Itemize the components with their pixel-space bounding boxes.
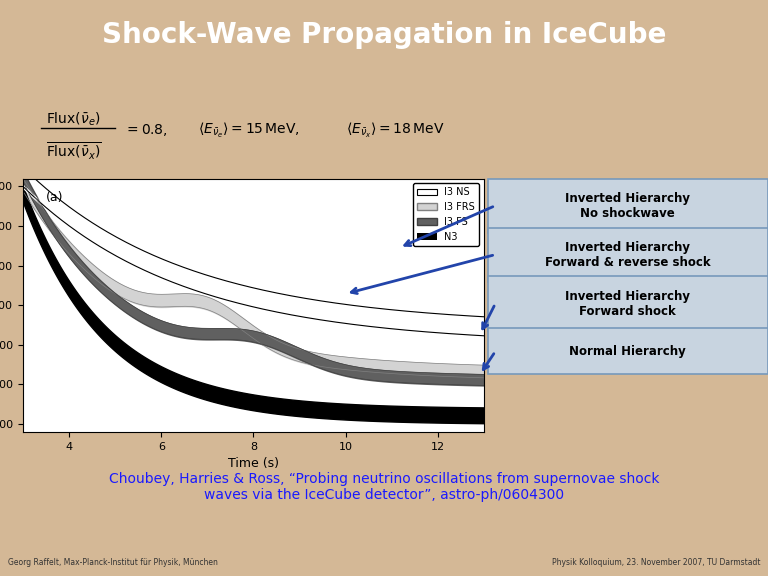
Legend: I3 NS, I3 FRS, I3 FS, N3: I3 NS, I3 FRS, I3 FS, N3 xyxy=(413,183,479,246)
Text: (a): (a) xyxy=(46,191,64,204)
X-axis label: Time (s): Time (s) xyxy=(228,457,279,470)
Text: $= 0.8,$: $= 0.8,$ xyxy=(124,123,168,138)
Text: Physik Kolloquium, 23. November 2007, TU Darmstadt: Physik Kolloquium, 23. November 2007, TU… xyxy=(552,558,760,567)
Text: $\mathrm{Flux}(\bar{\nu}_e)$: $\mathrm{Flux}(\bar{\nu}_e)$ xyxy=(46,111,101,128)
Text: Georg Raffelt, Max-Planck-Institut für Physik, München: Georg Raffelt, Max-Planck-Institut für P… xyxy=(8,558,217,567)
Text: Shock-Wave Propagation in IceCube: Shock-Wave Propagation in IceCube xyxy=(102,21,666,48)
Text: Normal Hierarchy: Normal Hierarchy xyxy=(569,345,687,358)
Text: Inverted Hierarchy
No shockwave: Inverted Hierarchy No shockwave xyxy=(565,192,690,220)
FancyBboxPatch shape xyxy=(488,179,768,233)
FancyBboxPatch shape xyxy=(488,328,768,374)
Text: Inverted Hierarchy
Forward shock: Inverted Hierarchy Forward shock xyxy=(565,290,690,318)
Text: Choubey, Harries & Ross, “Probing neutrino oscillations from supernovae shock
wa: Choubey, Harries & Ross, “Probing neutri… xyxy=(109,472,659,502)
FancyBboxPatch shape xyxy=(488,276,768,331)
FancyBboxPatch shape xyxy=(488,228,768,282)
Text: $\langle E_{\bar{\nu}_x} \rangle = 18\,\mathrm{MeV}$: $\langle E_{\bar{\nu}_x} \rangle = 18\,\… xyxy=(346,121,444,140)
Text: $\overline{\mathrm{Flux}(\bar{\nu}_x)}$: $\overline{\mathrm{Flux}(\bar{\nu}_x)}$ xyxy=(46,140,102,162)
Text: Inverted Hierarchy
Forward & reverse shock: Inverted Hierarchy Forward & reverse sho… xyxy=(545,241,710,269)
Text: $\langle E_{\bar{\nu}_e} \rangle = 15\,\mathrm{MeV},$: $\langle E_{\bar{\nu}_e} \rangle = 15\,\… xyxy=(198,121,300,140)
